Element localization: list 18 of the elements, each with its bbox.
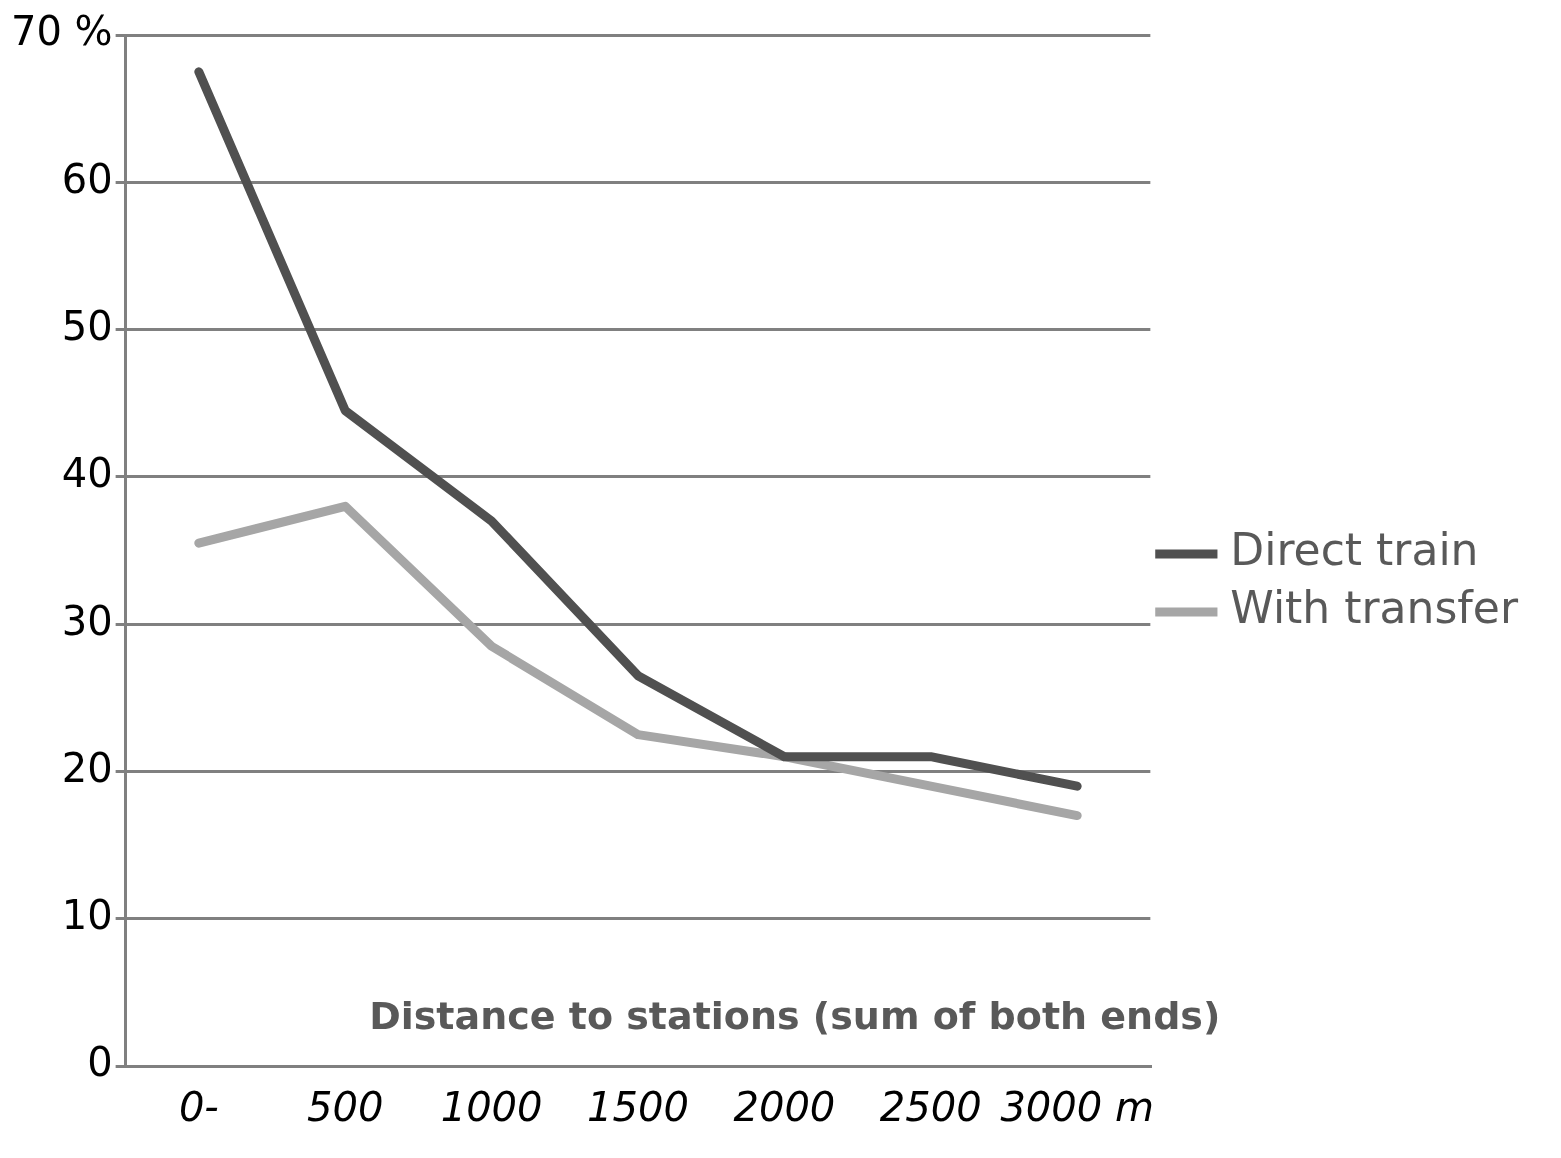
y-tick-label: 70 %	[11, 8, 113, 55]
y-tick-label: 30	[61, 597, 113, 644]
x-tick-label: 1000	[440, 1084, 543, 1131]
y-tick-label: 50	[61, 302, 113, 349]
x-tick-label: 2000	[733, 1084, 836, 1131]
x-axis-title: Distance to stations (sum of both ends)	[369, 993, 1221, 1038]
x-tick-label: 3000 m	[1000, 1084, 1154, 1131]
y-tick-label: 60	[61, 155, 113, 202]
x-tick-label: 0-	[178, 1084, 219, 1131]
x-tick-label: 2500	[879, 1084, 982, 1131]
x-tick-label: 500	[307, 1084, 384, 1131]
legend-label: With transfer	[1230, 582, 1519, 634]
y-tick-label: 10	[61, 892, 113, 939]
y-tick-label: 0	[87, 1039, 113, 1086]
y-tick-label: 40	[61, 450, 113, 497]
x-tick-label: 1500	[587, 1084, 689, 1131]
legend-label: Direct train	[1230, 524, 1479, 576]
y-tick-label: 20	[61, 744, 113, 791]
